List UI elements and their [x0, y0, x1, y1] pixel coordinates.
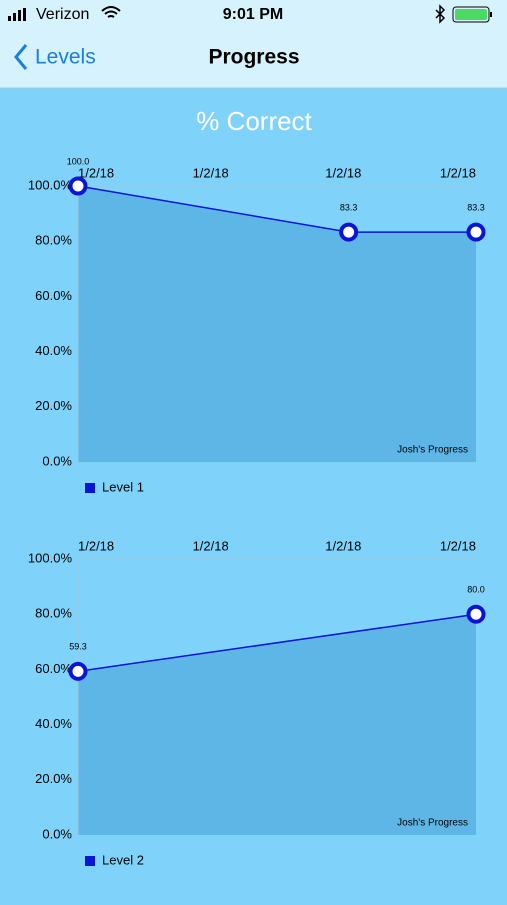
- legend-swatch: [85, 856, 95, 866]
- point: [68, 176, 88, 196]
- y-tick-label: 80.0%: [35, 606, 72, 621]
- annotation: Josh's Progress: [397, 445, 468, 456]
- y-tick-label: 20.0%: [35, 398, 72, 413]
- y-tick-label: 40.0%: [35, 343, 72, 358]
- back-label[interactable]: Levels: [35, 46, 96, 69]
- back-button[interactable]: Levels: [14, 44, 96, 70]
- x-tick-label: 1/2/18: [325, 538, 361, 553]
- y-tick-label: 80.0%: [35, 233, 72, 248]
- area: [78, 614, 476, 835]
- y-tick-label: 0.0%: [42, 453, 72, 468]
- point: [68, 661, 88, 681]
- y-tick-label: 100.0%: [28, 177, 73, 192]
- y-tick-label: 20.0%: [35, 771, 72, 786]
- point: [466, 222, 486, 242]
- x-tick-label: 1/2/18: [440, 538, 476, 553]
- bluetooth-icon: [435, 4, 446, 24]
- battery-icon: [452, 6, 492, 23]
- signal-icon: [8, 8, 26, 21]
- header-bg: [0, 0, 507, 88]
- page-heading: % Correct: [196, 106, 312, 136]
- annotation: Josh's Progress: [397, 818, 468, 829]
- x-tick-label: 1/2/18: [78, 165, 114, 180]
- x-tick-label: 1/2/18: [193, 538, 229, 553]
- value-label: 83.3: [340, 202, 358, 212]
- x-tick-label: 1/2/18: [325, 165, 361, 180]
- area: [78, 186, 476, 462]
- value-label: 59.3: [69, 642, 87, 652]
- y-tick-label: 60.0%: [35, 661, 72, 676]
- value-label: 80.0: [467, 585, 485, 595]
- value-label: 83.3: [467, 202, 485, 212]
- x-tick-label: 1/2/18: [193, 165, 229, 180]
- line: [77, 613, 477, 673]
- point: [466, 604, 486, 624]
- y-tick-label: 40.0%: [35, 716, 72, 731]
- y-tick-label: 100.0%: [28, 550, 73, 565]
- clock: 9:01 PM: [223, 6, 283, 23]
- point: [339, 222, 359, 242]
- wifi-icon: [101, 6, 121, 18]
- y-tick-label: 0.0%: [42, 826, 72, 841]
- legend-label: Level 2: [102, 852, 144, 867]
- x-tick-label: 1/2/18: [440, 165, 476, 180]
- legend-label: Level 1: [102, 479, 144, 494]
- carrier: Verizon: [36, 6, 89, 23]
- nav-title: Progress: [208, 46, 299, 69]
- x-tick-label: 1/2/18: [78, 538, 114, 553]
- legend-swatch: [85, 483, 95, 493]
- y-tick-label: 60.0%: [35, 288, 72, 303]
- value-label: 100.0: [67, 156, 90, 166]
